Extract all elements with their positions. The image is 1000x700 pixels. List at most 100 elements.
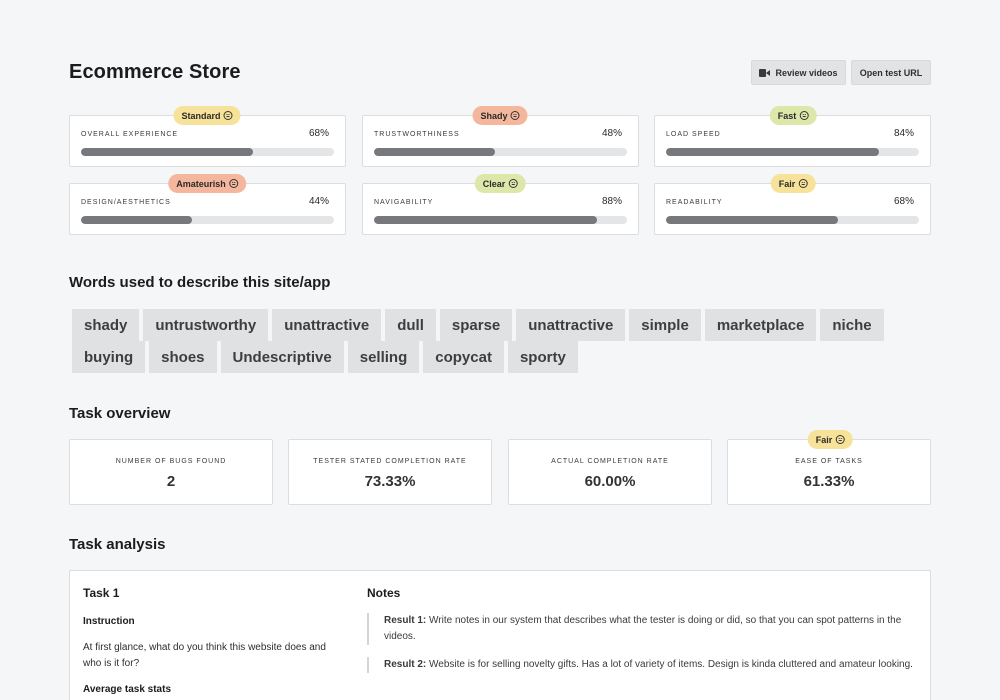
- note-item: Result 2: Website is for selling novelty…: [367, 657, 920, 673]
- sad-face-icon: [228, 179, 238, 188]
- metric-card-readability: Fair READABILITY 68%: [654, 174, 931, 235]
- metric-card-overall-experience: Standard OVERALL EXPERIENCE 68%: [69, 106, 346, 167]
- neutral-face-icon: [835, 435, 845, 444]
- progress-bar: [666, 216, 919, 224]
- progress-bar: [374, 216, 627, 224]
- word-tag: unattractive: [272, 309, 382, 341]
- metric-value: 68%: [308, 128, 329, 139]
- smile-face-icon: [799, 111, 809, 120]
- badge-label: Shady: [480, 110, 508, 121]
- page-header: Ecommerce Store Review videos Open test …: [69, 60, 931, 86]
- metric-badge: Clear: [474, 174, 526, 193]
- metric-badge: Amateurish: [168, 174, 246, 193]
- progress-bar: [81, 148, 334, 156]
- note-text: Website is for selling novelty gifts. Ha…: [429, 659, 913, 670]
- metric-value: 68%: [893, 196, 914, 207]
- word-tag: sporty: [507, 341, 578, 373]
- word-tag: Undescriptive: [220, 341, 344, 373]
- metric-label: DESIGN/AESTHETICS: [81, 199, 171, 206]
- badge-label: Fair: [815, 434, 833, 445]
- note-label: Result 2:: [384, 659, 427, 670]
- metric-label: READABILITY: [666, 199, 723, 206]
- open-test-url-button[interactable]: Open test URL: [851, 60, 931, 85]
- metric-badge: Standard: [173, 106, 241, 125]
- stat-value: 61.33%: [803, 473, 855, 490]
- review-videos-button[interactable]: Review videos: [751, 60, 846, 85]
- metric-label: LOAD SPEED: [666, 131, 721, 138]
- stat-card-ease-of-tasks: Fair EASE OF TASKS 61.33%: [727, 430, 931, 505]
- word-tag: dull: [385, 309, 436, 341]
- metric-label: OVERALL EXPERIENCE: [81, 131, 179, 138]
- word-tag: shoes: [149, 341, 217, 373]
- task-overview-title: Task overview: [69, 405, 171, 422]
- progress-fill: [374, 148, 496, 156]
- word-tag: buying: [72, 341, 146, 373]
- badge-label: Fast: [777, 110, 797, 121]
- stat-card-actual-completion: ACTUAL COMPLETION RATE 60.00%: [508, 439, 712, 505]
- smile-face-icon: [508, 179, 518, 188]
- word-tag: sparse: [439, 309, 513, 341]
- note-label: Result 1:: [384, 615, 427, 626]
- stat-badge: Fair: [807, 430, 853, 449]
- word-tag-list: shady untrustworthy unattractive dull sp…: [72, 309, 892, 373]
- badge-label: Clear: [482, 178, 506, 189]
- word-tag: copycat: [423, 341, 504, 373]
- neutral-face-icon: [798, 179, 808, 188]
- metric-label: NAVIGABILITY: [374, 199, 434, 206]
- word-tag: shady: [72, 309, 140, 341]
- progress-fill: [666, 148, 879, 156]
- note-item: Result 1: Write notes in our system that…: [367, 613, 920, 645]
- neutral-face-icon: [223, 111, 233, 120]
- word-tag: untrustworthy: [143, 309, 269, 341]
- badge-label: Fair: [778, 178, 796, 189]
- metric-value: 84%: [893, 128, 914, 139]
- metric-card-navigability: Clear NAVIGABILITY 88%: [362, 174, 639, 235]
- instruction-heading: Instruction: [83, 616, 135, 627]
- metric-badge: Shady: [472, 106, 528, 125]
- stat-label: ACTUAL COMPLETION RATE: [551, 458, 669, 465]
- metric-value: 48%: [601, 128, 622, 139]
- badge-label: Amateurish: [176, 178, 226, 189]
- metric-badge: Fast: [769, 106, 817, 125]
- note-text: Write notes in our system that describes…: [384, 615, 902, 642]
- page-title: Ecommerce Store: [69, 61, 241, 83]
- stat-value: 60.00%: [584, 473, 636, 490]
- stat-label: EASE OF TASKS: [795, 458, 863, 465]
- stat-value: 73.33%: [364, 473, 416, 490]
- progress-fill: [374, 216, 597, 224]
- task-name: Task 1: [83, 586, 120, 600]
- stat-label: TESTER STATED COMPLETION RATE: [313, 458, 467, 465]
- word-tag: unattractive: [516, 309, 626, 341]
- metric-card-trustworthiness: Shady TRUSTWORTHINESS 48%: [362, 106, 639, 167]
- stat-value: 2: [166, 473, 176, 490]
- word-tag: selling: [347, 341, 420, 373]
- progress-fill: [81, 216, 193, 224]
- words-section-title: Words used to describe this site/app: [69, 274, 331, 291]
- progress-bar: [666, 148, 919, 156]
- word-tag: niche: [820, 309, 884, 341]
- word-tag: marketplace: [704, 309, 817, 341]
- sad-face-icon: [510, 111, 520, 120]
- task-analysis-title: Task analysis: [69, 536, 166, 553]
- average-stats-heading: Average task stats: [83, 684, 172, 695]
- word-tag: simple: [629, 309, 701, 341]
- progress-fill: [666, 216, 839, 224]
- task-analysis-panel: Task 1 Instruction At first glance, what…: [69, 570, 931, 700]
- instruction-text: At first glance, what do you think this …: [83, 642, 326, 669]
- progress-fill: [81, 148, 254, 156]
- video-camera-icon: [759, 68, 771, 77]
- badge-label: Standard: [181, 110, 221, 121]
- metric-card-design-aesthetics: Amateurish DESIGN/AESTHETICS 44%: [69, 174, 346, 235]
- stat-card-stated-completion: TESTER STATED COMPLETION RATE 73.33%: [288, 439, 492, 505]
- metric-label: TRUSTWORTHINESS: [374, 131, 460, 138]
- progress-bar: [374, 148, 627, 156]
- metric-value: 88%: [601, 196, 622, 207]
- notes-heading: Notes: [367, 586, 401, 600]
- metric-value: 44%: [308, 196, 329, 207]
- metric-badge: Fair: [770, 174, 816, 193]
- stat-label: NUMBER OF BUGS FOUND: [115, 458, 227, 465]
- metric-card-load-speed: Fast LOAD SPEED 84%: [654, 106, 931, 167]
- review-videos-label: Review videos: [775, 67, 838, 78]
- progress-bar: [81, 216, 334, 224]
- stat-card-bugs-found: NUMBER OF BUGS FOUND 2: [69, 439, 273, 505]
